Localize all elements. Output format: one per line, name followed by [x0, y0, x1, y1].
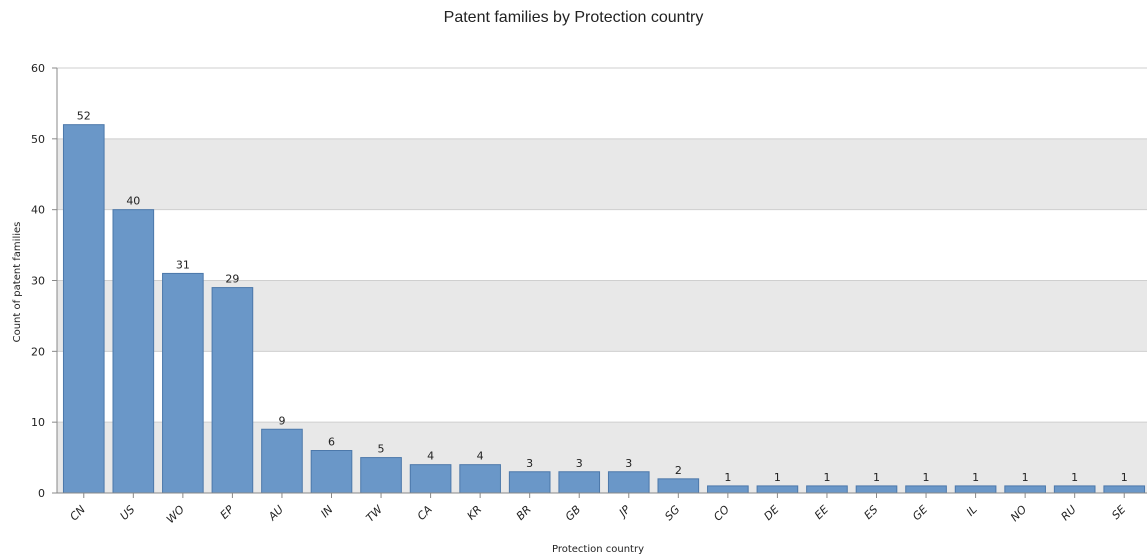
grid-band	[57, 138, 1147, 210]
y-tick-label: 20	[31, 345, 45, 358]
x-tick-label: TW	[364, 502, 386, 524]
y-tick-label: 30	[31, 275, 45, 288]
x-tick-label: RU	[1059, 503, 1079, 523]
bar-se	[1103, 485, 1146, 494]
bar-jp	[607, 471, 650, 494]
data-label: 2	[675, 464, 682, 477]
bar-il	[954, 485, 997, 494]
bar-ee	[806, 485, 848, 494]
x-tick-label: IN	[318, 503, 335, 520]
data-label: 40	[126, 195, 140, 208]
x-tick-label: AU	[265, 503, 286, 524]
data-label: 1	[823, 471, 830, 484]
data-labels: 52 40 31 29 9 6 5 4 4 3 3 3 2 1 1 1 1 1 1 1 1 1	[77, 110, 1128, 484]
data-label: 1	[923, 471, 930, 484]
data-label: 1	[873, 471, 880, 484]
x-tick-label: EP	[218, 503, 237, 522]
bars	[62, 124, 1146, 494]
data-label: 1	[774, 471, 781, 484]
bar-co	[707, 485, 749, 494]
bar-ge	[905, 485, 947, 494]
x-axis-label: Protection country	[552, 544, 644, 555]
x-tick-label: SE	[1109, 503, 1128, 522]
data-label: 1	[972, 471, 979, 484]
data-label: 4	[477, 450, 484, 463]
x-tick-label: CA	[415, 503, 435, 523]
bar-cn	[62, 124, 105, 494]
y-axis: 0 10 20 30 40 50 60	[31, 62, 58, 500]
y-tick-label: 40	[31, 204, 45, 217]
x-tick-label: EE	[812, 503, 831, 522]
data-label: 3	[526, 457, 533, 470]
x-tick-label: JP	[615, 503, 633, 521]
data-label: 3	[625, 457, 632, 470]
x-tick-label: NO	[1008, 503, 1029, 524]
x-tick-label: CO	[711, 503, 732, 524]
x-tick-label: CN	[67, 503, 87, 523]
data-label: 1	[1071, 471, 1078, 484]
x-tick-label: KR	[465, 503, 485, 523]
y-tick-label: 0	[38, 487, 45, 500]
x-tick-label: GB	[563, 503, 584, 524]
bar-ru	[1053, 485, 1096, 494]
x-tick-label: GE	[910, 503, 930, 523]
bar-tw	[360, 457, 402, 494]
y-tick-label: 10	[31, 416, 45, 429]
x-tick-label: SG	[662, 503, 682, 523]
data-label: 5	[378, 443, 385, 456]
bar-br	[508, 471, 551, 494]
data-label: 31	[176, 258, 190, 271]
bar-de	[756, 485, 799, 494]
x-tick-label: DE	[761, 503, 781, 523]
x-tick-label: US	[118, 503, 138, 523]
bar-ep	[211, 287, 254, 494]
data-label: 9	[278, 414, 285, 427]
bar-au	[261, 428, 303, 494]
y-tick-label: 50	[31, 133, 45, 146]
data-label: 1	[724, 471, 731, 484]
bar-sg	[657, 478, 700, 494]
chart-title: Patent families by Protection country	[443, 9, 704, 26]
data-label: 6	[328, 436, 335, 449]
bar-ca	[409, 464, 452, 494]
x-tick-label: ES	[862, 503, 881, 522]
bar-in	[310, 450, 353, 494]
data-label: 29	[225, 273, 239, 286]
data-label: 1	[1121, 471, 1128, 484]
data-label: 1	[1022, 471, 1029, 484]
x-tick-label: IL	[964, 503, 980, 519]
x-tick-label: WO	[164, 503, 187, 526]
bar-wo	[162, 272, 204, 494]
x-tick-label: BR	[514, 503, 534, 523]
y-tick-label: 60	[31, 62, 45, 75]
x-axis: CN US WO EP AU IN TW CA KR BR GB JP SG CO DE EE ES GE IL NO…	[57, 492, 1147, 526]
data-label: 3	[576, 457, 583, 470]
data-label: 4	[427, 450, 434, 463]
bar-no	[1004, 485, 1046, 494]
bar-us	[112, 209, 155, 494]
data-label: 52	[77, 110, 91, 123]
y-axis-label: Count of patent families	[12, 222, 23, 343]
bar-kr	[459, 464, 501, 494]
bar-es	[855, 485, 898, 494]
bar-gb	[558, 471, 601, 494]
